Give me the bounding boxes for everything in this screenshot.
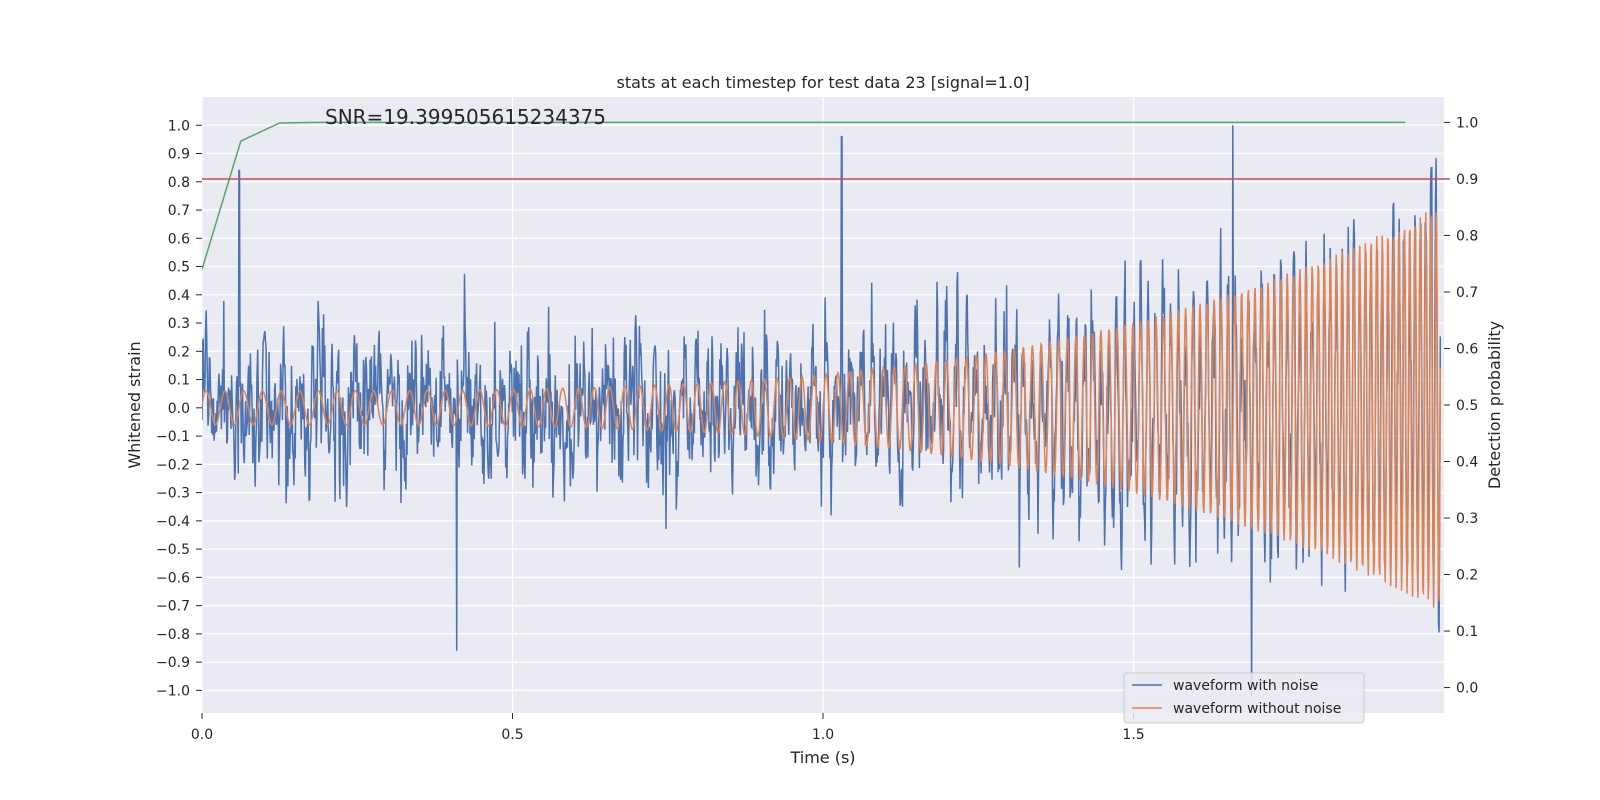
y2-axis-label: Detection probability	[1485, 321, 1504, 489]
y2-axis-ticks: 0.0 0.1 0.2 0.3 0.4 0.5 0.6 0.7 0.8 0.9 1.0	[1444, 115, 1478, 697]
y2-tick-label: 0.7	[1456, 285, 1478, 301]
y-tick-label: −0.2	[156, 457, 190, 473]
y-tick-label: −0.5	[156, 542, 190, 558]
y-tick-label: 0.5	[168, 260, 190, 276]
y-tick-label: 0.2	[168, 344, 190, 360]
y-tick-label: −0.3	[156, 486, 190, 502]
series-line-probability	[202, 121, 1406, 270]
legend-label-clean: waveform without noise	[1173, 701, 1341, 717]
y-tick-label: 0.3	[168, 316, 190, 332]
y-tick-label: −0.6	[156, 570, 190, 586]
y2-tick-label: 0.5	[1456, 398, 1478, 414]
x-tick-label: 1.5	[1122, 727, 1144, 743]
y-tick-label: −1.0	[156, 683, 190, 699]
x-axis-ticks: 0.0 0.5 1.0 1.5	[191, 713, 1145, 743]
y2-tick-label: 0.1	[1456, 624, 1478, 640]
y2-tick-label: 0.2	[1456, 568, 1478, 584]
y-tick-label: 0.9	[168, 147, 190, 163]
y2-tick-label: 1.0	[1456, 115, 1478, 131]
y-tick-label: −0.1	[156, 429, 190, 445]
y-tick-label: −0.7	[156, 599, 190, 615]
y-tick-label: 0.1	[168, 373, 190, 389]
y-tick-label: −0.9	[156, 655, 190, 671]
x-axis-label: Time (s)	[789, 748, 855, 767]
y-tick-label: −0.8	[156, 627, 190, 643]
y2-tick-label: 0.9	[1456, 172, 1478, 188]
y-tick-label: 0.8	[168, 175, 190, 191]
y2-tick-label: 0.4	[1456, 455, 1478, 471]
y-tick-label: 1.0	[168, 118, 190, 134]
x-tick-label: 0.5	[501, 727, 523, 743]
x-tick-label: 1.0	[812, 727, 834, 743]
x-tick-label: 0.0	[191, 727, 213, 743]
y-axis-ticks: −1.0 −0.9 −0.8 −0.7 −0.6 −0.5 −0.4 −0.3 −0.2 −0.1…	[156, 118, 202, 699]
y2-tick-label: 0.0	[1456, 681, 1478, 697]
y-tick-label: 0.4	[168, 288, 190, 304]
legend-box	[1123, 672, 1365, 724]
chart-title: stats at each timestep for test data 23 …	[617, 73, 1030, 92]
y-tick-label: −0.4	[156, 514, 190, 530]
series-line-clean	[202, 211, 1442, 608]
y-tick-label: 0.7	[168, 203, 190, 219]
legend: waveform with noise waveform without noi…	[1123, 672, 1365, 724]
legend-label-noise: waveform with noise	[1173, 678, 1318, 694]
y2-tick-label: 0.6	[1456, 341, 1478, 357]
snr-annotation: SNR=19.399505615234375	[325, 105, 606, 129]
y-tick-label: 0.6	[168, 231, 190, 247]
y-axis-label: Whitened strain	[125, 341, 144, 468]
y2-tick-label: 0.3	[1456, 511, 1478, 527]
y-tick-label: 0.0	[168, 401, 190, 417]
y2-tick-label: 0.8	[1456, 228, 1478, 244]
